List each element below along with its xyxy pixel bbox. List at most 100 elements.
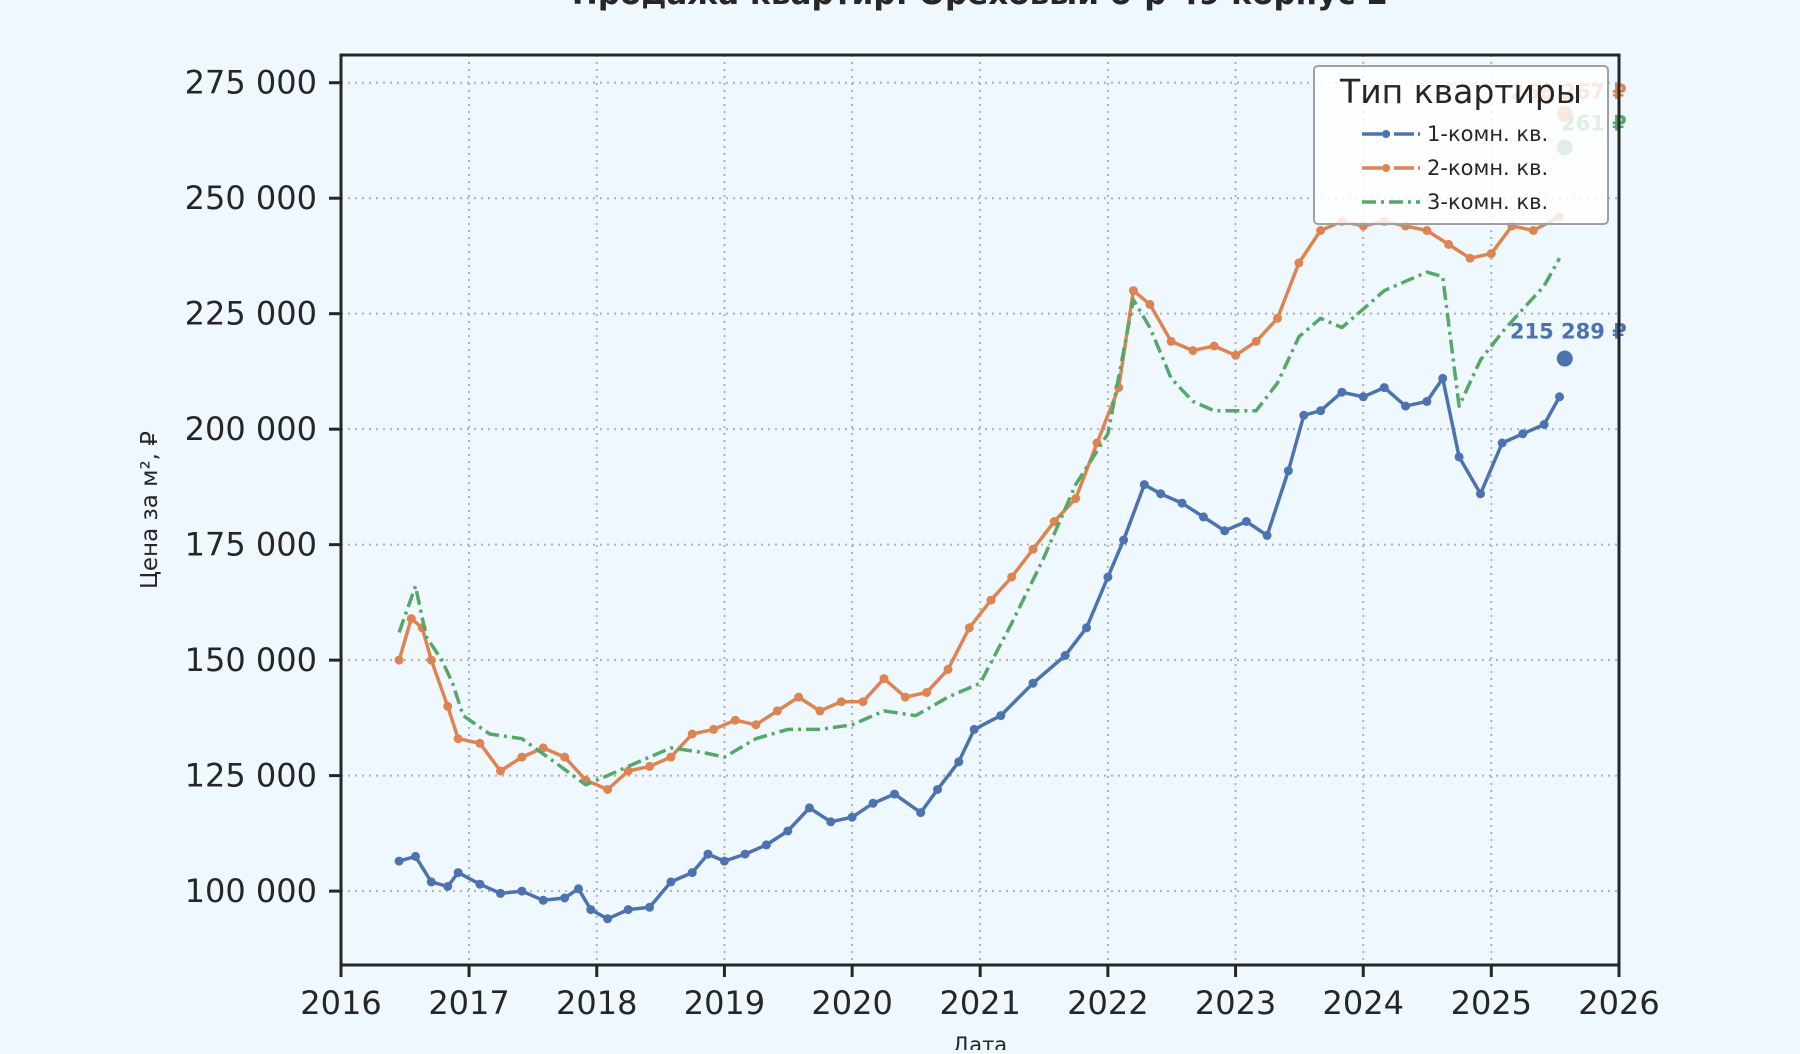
data-point xyxy=(517,886,527,896)
data-point xyxy=(666,752,676,762)
data-point xyxy=(1476,489,1485,499)
data-point xyxy=(1294,258,1304,268)
data-point xyxy=(1444,239,1454,249)
x-axis: 2016 2017 2018 2019 2020 2021 2022 2023 2024 2025… xyxy=(300,965,1660,1022)
data-point xyxy=(538,743,548,753)
legend-box xyxy=(1313,65,1609,225)
data-point xyxy=(443,701,453,711)
data-point xyxy=(772,706,782,716)
y-tick-label: 225 000 xyxy=(185,295,317,333)
data-point xyxy=(1028,678,1038,688)
data-point xyxy=(922,688,932,697)
last-value-marker xyxy=(1556,350,1573,367)
data-point xyxy=(933,785,942,794)
data-point xyxy=(1209,341,1219,351)
data-point xyxy=(1379,383,1389,393)
data-point xyxy=(1177,498,1187,508)
x-tick-label: 2026 xyxy=(1578,984,1659,1022)
data-point xyxy=(623,766,633,776)
x-tick-label: 2016 xyxy=(300,984,381,1022)
data-point xyxy=(1262,530,1272,540)
data-point xyxy=(761,840,771,850)
data-point xyxy=(1454,452,1464,462)
data-point xyxy=(1539,420,1549,429)
data-point xyxy=(1283,466,1293,476)
data-point xyxy=(574,884,583,894)
data-point xyxy=(394,856,404,866)
data-point xyxy=(1316,226,1326,235)
data-point xyxy=(1156,489,1166,499)
data-point xyxy=(1337,387,1347,397)
legend-label: 3-комн. кв. xyxy=(1427,190,1548,214)
data-point xyxy=(804,803,814,813)
data-point xyxy=(900,692,910,702)
data-point xyxy=(1251,336,1261,346)
data-point xyxy=(426,877,436,887)
data-point xyxy=(1486,249,1496,259)
y-tick-label: 250 000 xyxy=(185,179,317,217)
data-point xyxy=(406,614,416,624)
data-point xyxy=(496,888,505,898)
data-point xyxy=(730,715,740,725)
data-point xyxy=(560,893,570,903)
data-point xyxy=(1103,572,1113,582)
data-point xyxy=(1082,623,1091,633)
x-tick-label: 2021 xyxy=(939,984,1020,1022)
data-point xyxy=(719,856,729,866)
data-point xyxy=(847,812,857,822)
data-point xyxy=(645,761,655,771)
data-point xyxy=(586,905,596,915)
legend-title: Тип квартиры xyxy=(1339,72,1582,111)
x-tick-label: 2023 xyxy=(1195,984,1276,1022)
data-point xyxy=(603,914,613,924)
data-point xyxy=(687,868,697,878)
data-point xyxy=(1166,336,1176,346)
data-point xyxy=(645,902,655,912)
y-tick-label: 275 000 xyxy=(185,64,317,102)
legend-marker xyxy=(1382,130,1390,138)
series-line xyxy=(397,257,1562,787)
data-point xyxy=(1071,494,1081,503)
data-point xyxy=(1497,438,1507,448)
data-point xyxy=(1299,410,1309,420)
data-point xyxy=(1401,401,1411,411)
data-point xyxy=(1555,392,1564,402)
data-point xyxy=(1358,392,1368,402)
x-tick-label: 2018 xyxy=(556,984,637,1022)
y-tick-label: 100 000 xyxy=(185,872,317,910)
data-point xyxy=(783,826,793,836)
data-point xyxy=(475,879,485,889)
data-point xyxy=(1528,226,1538,235)
data-point xyxy=(496,766,505,776)
series-line xyxy=(398,376,1562,921)
chart-title: Продажа квартир: Ореховый б-р 49 корпус … xyxy=(572,0,1388,12)
x-tick-label: 2025 xyxy=(1451,984,1532,1022)
y-tick-label: 200 000 xyxy=(185,410,317,448)
data-point xyxy=(740,849,750,859)
data-point xyxy=(954,757,964,767)
data-point xyxy=(1139,480,1149,490)
data-point xyxy=(1028,544,1038,554)
legend-label: 1-комн. кв. xyxy=(1427,122,1548,146)
data-point xyxy=(1422,396,1432,406)
data-point xyxy=(666,877,676,887)
data-point xyxy=(1060,651,1070,660)
data-point xyxy=(1465,253,1475,263)
data-point xyxy=(751,720,761,730)
data-point xyxy=(1273,313,1282,323)
data-point xyxy=(517,752,527,762)
data-point xyxy=(1422,226,1432,235)
data-point xyxy=(986,595,996,605)
data-point xyxy=(890,789,899,799)
data-point xyxy=(1049,517,1059,526)
y-tick-label: 150 000 xyxy=(185,641,317,679)
data-point xyxy=(475,738,485,748)
data-point xyxy=(411,851,420,861)
data-point xyxy=(1220,526,1230,536)
data-point xyxy=(687,729,697,739)
data-point xyxy=(560,752,570,762)
x-tick-label: 2019 xyxy=(684,984,765,1022)
x-tick-label: 2022 xyxy=(1067,984,1148,1022)
data-point xyxy=(969,724,979,734)
data-point xyxy=(858,697,868,707)
